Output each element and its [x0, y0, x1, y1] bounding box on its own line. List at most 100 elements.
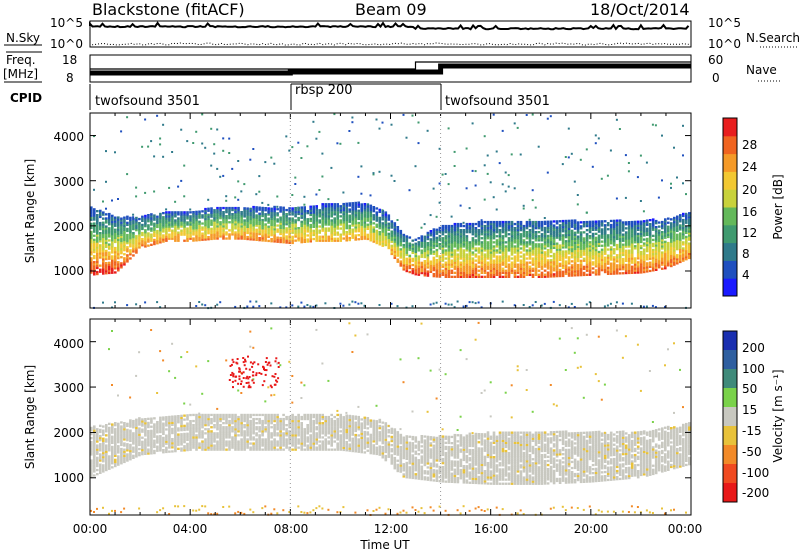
- power-cell: [616, 220, 619, 222]
- power-cell: [252, 210, 255, 212]
- power-cell: [523, 205, 525, 207]
- power-cell: [210, 234, 213, 236]
- power-cell: [553, 301, 555, 303]
- power-cell: [676, 258, 679, 260]
- power-cell: [679, 247, 682, 249]
- power-cell: [646, 242, 649, 244]
- velocity-cell: [195, 436, 198, 438]
- power-cell: [385, 238, 388, 240]
- power-cell: [586, 212, 588, 214]
- power-cell: [484, 229, 487, 231]
- power-cell: [415, 253, 418, 255]
- power-cell: [685, 250, 688, 252]
- power-cell: [315, 138, 317, 140]
- power-cell: [658, 246, 661, 248]
- velocity-cell: [168, 420, 171, 422]
- velocity-cell: [123, 449, 126, 451]
- power-cell: [505, 229, 508, 231]
- velocity-cell: [168, 438, 171, 440]
- power-cell: [105, 242, 108, 244]
- power-cell: [111, 247, 114, 249]
- power-cell: [472, 253, 475, 255]
- power-cell: [324, 238, 327, 240]
- power-cell: [568, 236, 571, 238]
- power-cell: [159, 221, 162, 223]
- power-cell: [147, 146, 149, 148]
- power-cell: [198, 229, 201, 231]
- power-cell: [339, 221, 342, 223]
- power-cell: [616, 234, 619, 236]
- power-cell: [183, 211, 186, 213]
- power-cell: [120, 264, 123, 266]
- power-cell: [177, 217, 180, 219]
- power-cell: [312, 214, 315, 216]
- velocity-cell: [156, 429, 159, 431]
- velocity-cell: [186, 435, 189, 437]
- velocity-cell: [156, 441, 159, 443]
- power-cell: [481, 245, 484, 247]
- power-cell: [342, 211, 345, 213]
- power-cell: [382, 209, 384, 211]
- velocity-cell: [144, 424, 147, 426]
- power-cell: [255, 218, 258, 220]
- velocity-cell: [195, 447, 198, 449]
- power-cell: [607, 261, 610, 263]
- power-cell: [219, 211, 222, 213]
- power-cell: [565, 220, 568, 222]
- power-cell: [619, 226, 622, 228]
- velocity-cell: [111, 446, 114, 448]
- power-cell: [565, 256, 568, 258]
- power-cell: [664, 229, 667, 231]
- power-cell: [661, 227, 664, 229]
- power-cell: [415, 245, 418, 247]
- power-cell: [511, 266, 514, 268]
- power-cell: [571, 234, 574, 236]
- power-cell: [556, 230, 559, 232]
- velocity-cell: [162, 416, 165, 418]
- power-cell: [586, 243, 589, 245]
- power-cell: [300, 241, 303, 243]
- power-cell: [451, 272, 454, 274]
- power-cell: [574, 264, 577, 266]
- power-cell: [652, 249, 655, 251]
- power-cell: [99, 212, 102, 214]
- power-cell: [204, 224, 207, 226]
- velocity-cell: [162, 423, 165, 425]
- velocity-cell: [93, 458, 96, 460]
- power-cell: [192, 211, 195, 213]
- velocity-cell: [108, 439, 111, 441]
- velocity-cell: [147, 438, 150, 440]
- power-cell: [586, 247, 589, 249]
- power-cell: [658, 226, 661, 228]
- power-cell: [309, 228, 312, 230]
- power-cell: [99, 236, 102, 238]
- power-cell: [297, 306, 299, 308]
- power-cell: [550, 265, 553, 267]
- power-cell: [243, 225, 246, 227]
- velocity-cell: [204, 444, 207, 446]
- power-cell: [102, 228, 105, 230]
- power-cell: [348, 304, 350, 306]
- power-cell: [628, 229, 631, 231]
- power-cell: [207, 226, 210, 228]
- velocity-cell: [174, 438, 177, 440]
- power-cell: [622, 223, 625, 225]
- power-cell: [117, 221, 120, 223]
- power-cell: [171, 230, 174, 232]
- velocity-cell: [144, 418, 147, 420]
- power-cell: [237, 237, 240, 239]
- power-cell: [370, 229, 373, 231]
- power-cell: [646, 228, 649, 230]
- velocity-cell: [120, 454, 123, 456]
- power-cell: [246, 226, 249, 228]
- power-cell: [321, 221, 324, 223]
- power-cell: [342, 237, 345, 239]
- power-cell: [541, 223, 544, 225]
- power-cell: [306, 145, 308, 147]
- velocity-cell: [198, 432, 201, 434]
- power-cell: [237, 221, 240, 223]
- power-cell: [276, 208, 279, 210]
- velocity-cell: [153, 434, 156, 436]
- power-cell: [502, 257, 505, 259]
- power-cell: [321, 236, 324, 238]
